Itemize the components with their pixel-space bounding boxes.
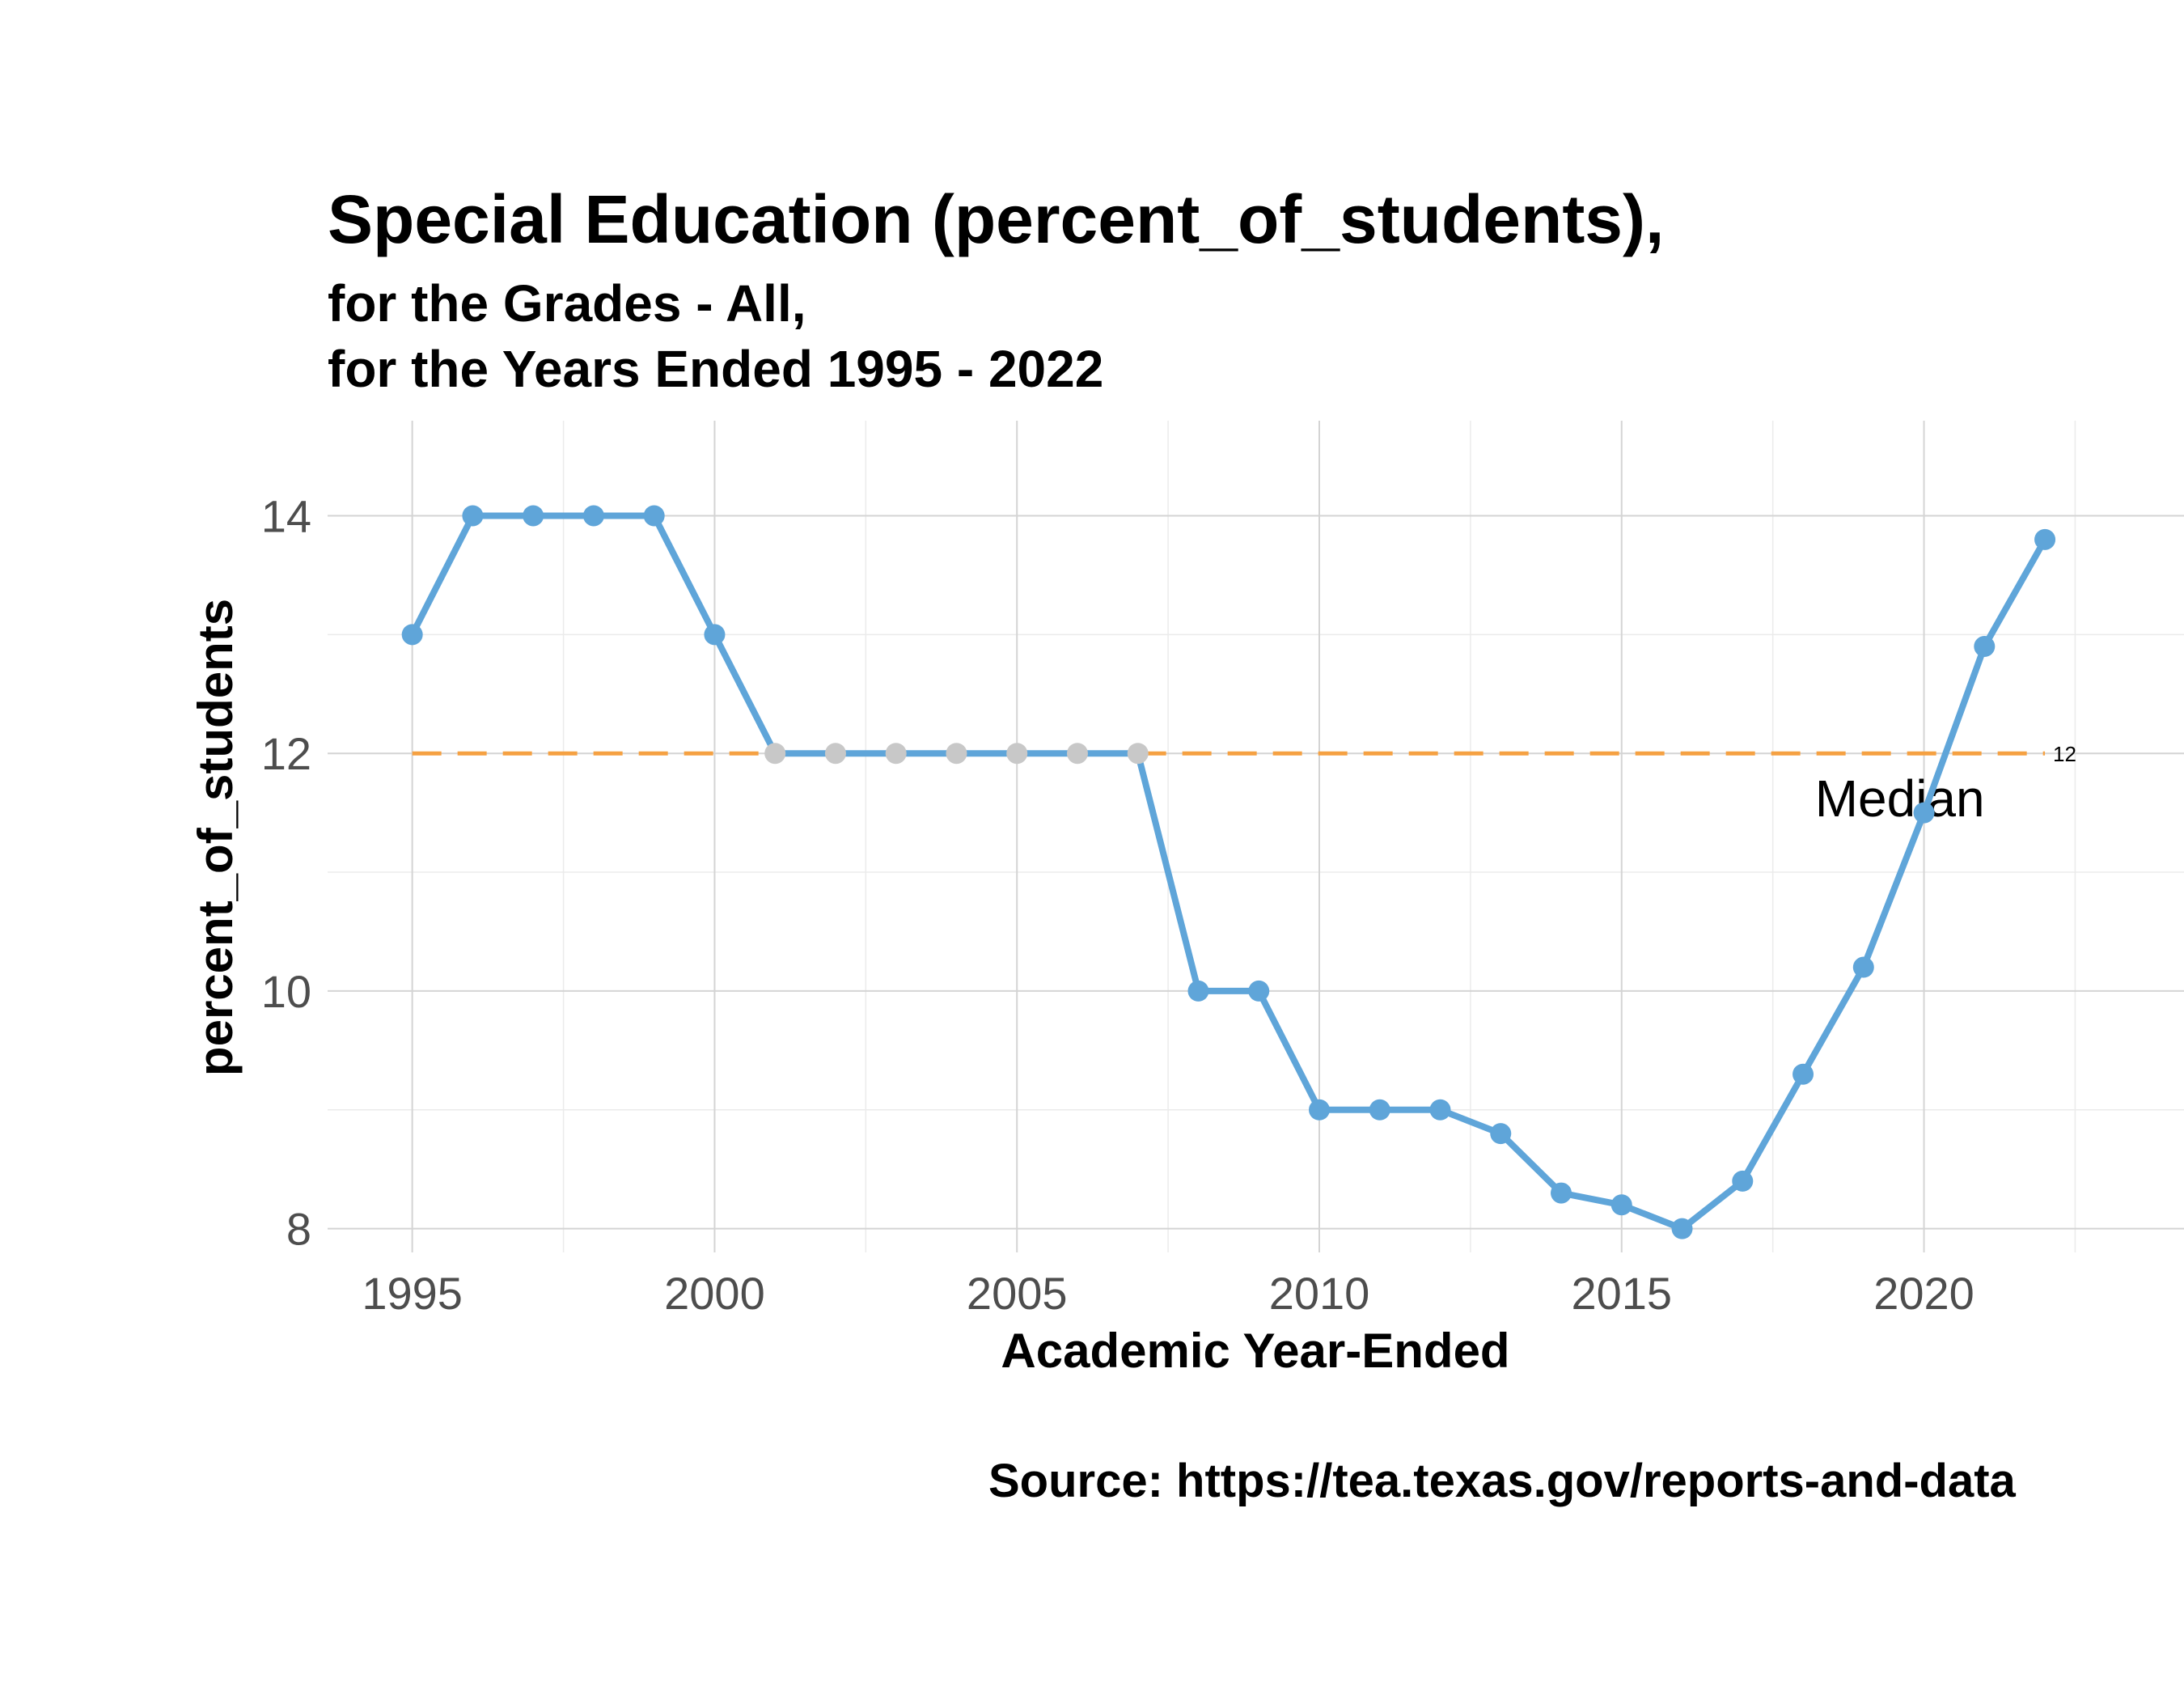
data-point — [1671, 1218, 1693, 1239]
data-point — [1974, 636, 1996, 658]
x-tick-label: 2015 — [1571, 1268, 1672, 1319]
data-point — [1308, 1099, 1330, 1121]
data-point — [1006, 743, 1028, 765]
data-point — [885, 743, 907, 765]
series-line-group — [401, 505, 2056, 1239]
plot-gridlines — [328, 421, 2184, 1252]
y-tick-label: 8 — [286, 1204, 311, 1255]
chart-subtitle-line-1: for the Grades - All, — [328, 274, 806, 333]
y-tick-label: 14 — [261, 490, 311, 541]
y-axis-label: percent_of_students — [188, 599, 243, 1076]
data-point — [1551, 1182, 1572, 1204]
series-line — [408, 512, 2049, 1232]
data-point — [1429, 1099, 1451, 1121]
data-point — [1610, 1194, 1632, 1216]
y-axis-ticks: 8 10 12 14 — [261, 490, 311, 1254]
data-point — [704, 624, 726, 646]
y-tick-label: 12 — [261, 728, 311, 779]
median-value-label: 12 — [2053, 742, 2076, 766]
x-axis-label: Academic Year-Ended — [1001, 1324, 1509, 1378]
data-point — [1187, 980, 1209, 1002]
median-label: Median — [1815, 769, 1985, 828]
y-tick-label: 10 — [261, 966, 311, 1017]
x-axis-ticks: 1995 2000 2005 2010 2015 2020 — [362, 1268, 1974, 1319]
x-tick-label: 2020 — [1873, 1268, 1974, 1319]
data-point — [946, 743, 967, 765]
data-point — [643, 505, 665, 527]
x-tick-label: 2005 — [967, 1268, 1068, 1319]
data-point — [1852, 956, 1874, 978]
data-point — [1490, 1123, 1512, 1145]
data-point — [1127, 743, 1149, 765]
data-point — [462, 505, 484, 527]
x-tick-label: 1995 — [362, 1268, 463, 1319]
data-point — [764, 743, 786, 765]
data-point — [1369, 1099, 1390, 1121]
data-point — [582, 505, 604, 527]
data-point — [401, 624, 423, 646]
x-tick-label: 2010 — [1269, 1268, 1370, 1319]
chart-subtitle-line-2: for the Years Ended 1995 - 2022 — [328, 340, 1103, 398]
data-point — [1066, 743, 1088, 765]
data-point — [824, 743, 846, 765]
data-point — [1732, 1170, 1754, 1192]
data-point — [1248, 980, 1270, 1002]
data-point — [1792, 1063, 1814, 1085]
data-point — [1913, 802, 1935, 824]
data-point — [2034, 528, 2056, 550]
x-tick-label: 2000 — [664, 1268, 765, 1319]
chart-title: Special Education (percent_of_students), — [328, 181, 1664, 257]
data-point — [523, 505, 544, 527]
source-caption: Source: https://tea.texas.gov/reports-an… — [988, 1455, 2017, 1507]
